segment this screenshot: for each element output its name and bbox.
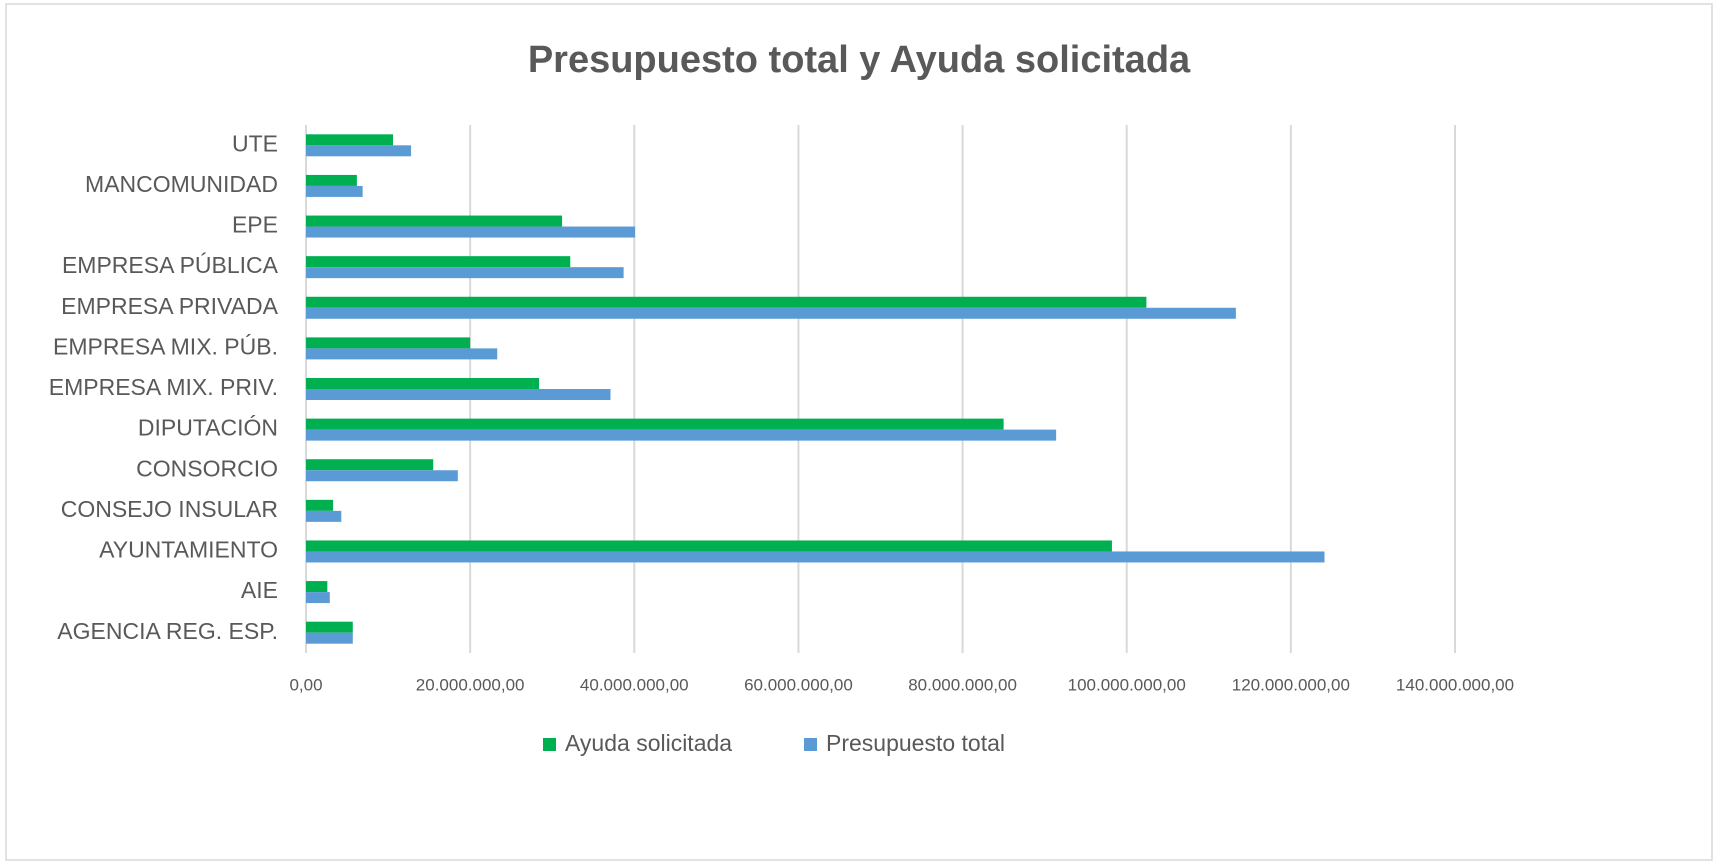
y-tick-label: AIE bbox=[241, 577, 278, 603]
bar bbox=[306, 256, 571, 268]
y-tick-label: AGENCIA REG. ESP. bbox=[57, 618, 278, 644]
bar bbox=[306, 267, 624, 279]
bar bbox=[306, 307, 1236, 319]
y-tick-label: EMPRESA MIX. PÚB. bbox=[53, 333, 278, 359]
bar bbox=[306, 510, 342, 522]
x-tick-label: 40.000.000,00 bbox=[580, 675, 689, 694]
x-tick-label: 0,00 bbox=[289, 675, 322, 694]
x-tick-label: 100.000.000,00 bbox=[1068, 675, 1186, 694]
bar bbox=[306, 592, 330, 604]
bar bbox=[306, 581, 328, 593]
y-tick-label: UTE bbox=[232, 130, 278, 156]
bar bbox=[306, 551, 1325, 563]
y-tick-label: EMPRESA MIX. PRIV. bbox=[49, 374, 278, 400]
legend-swatch bbox=[543, 738, 556, 751]
bar bbox=[306, 470, 458, 482]
legend-swatch bbox=[804, 738, 817, 751]
bar bbox=[306, 348, 498, 360]
x-tick-label: 20.000.000,00 bbox=[416, 675, 525, 694]
x-tick-label: 120.000.000,00 bbox=[1232, 675, 1350, 694]
bar bbox=[306, 215, 563, 227]
x-tick-label: 140.000.000,00 bbox=[1396, 675, 1514, 694]
bar bbox=[306, 632, 353, 644]
y-tick-label: MANCOMUNIDAD bbox=[85, 171, 278, 197]
x-tick-label: 80.000.000,00 bbox=[908, 675, 1017, 694]
bar bbox=[306, 145, 412, 157]
bar bbox=[306, 429, 1057, 441]
legend-label: Presupuesto total bbox=[826, 730, 1005, 756]
bar bbox=[306, 621, 353, 633]
y-tick-label: CONSORCIO bbox=[136, 455, 278, 481]
bar bbox=[306, 134, 393, 146]
bar bbox=[306, 226, 636, 238]
x-tick-label: 60.000.000,00 bbox=[744, 675, 853, 694]
bar bbox=[306, 185, 363, 197]
y-tick-label: EMPRESA PRIVADA bbox=[61, 293, 279, 319]
y-tick-label: DIPUTACIÓN bbox=[138, 415, 278, 441]
y-tick-label: EMPRESA PÚBLICA bbox=[62, 252, 279, 278]
y-tick-label: CONSEJO INSULAR bbox=[61, 496, 278, 522]
bar bbox=[306, 378, 540, 389]
bar bbox=[306, 174, 357, 186]
chart-title: Presupuesto total y Ayuda solicitada bbox=[528, 39, 1191, 81]
y-tick-label: AYUNTAMIENTO bbox=[99, 537, 278, 563]
bar bbox=[306, 418, 1004, 430]
bar bbox=[306, 337, 471, 349]
bar bbox=[306, 296, 1147, 308]
bar bbox=[306, 499, 334, 511]
y-tick-label: EPE bbox=[232, 212, 278, 238]
legend-label: Ayuda solicitada bbox=[565, 730, 732, 756]
bar bbox=[306, 389, 611, 400]
bar bbox=[306, 459, 434, 471]
bar bbox=[306, 540, 1112, 552]
